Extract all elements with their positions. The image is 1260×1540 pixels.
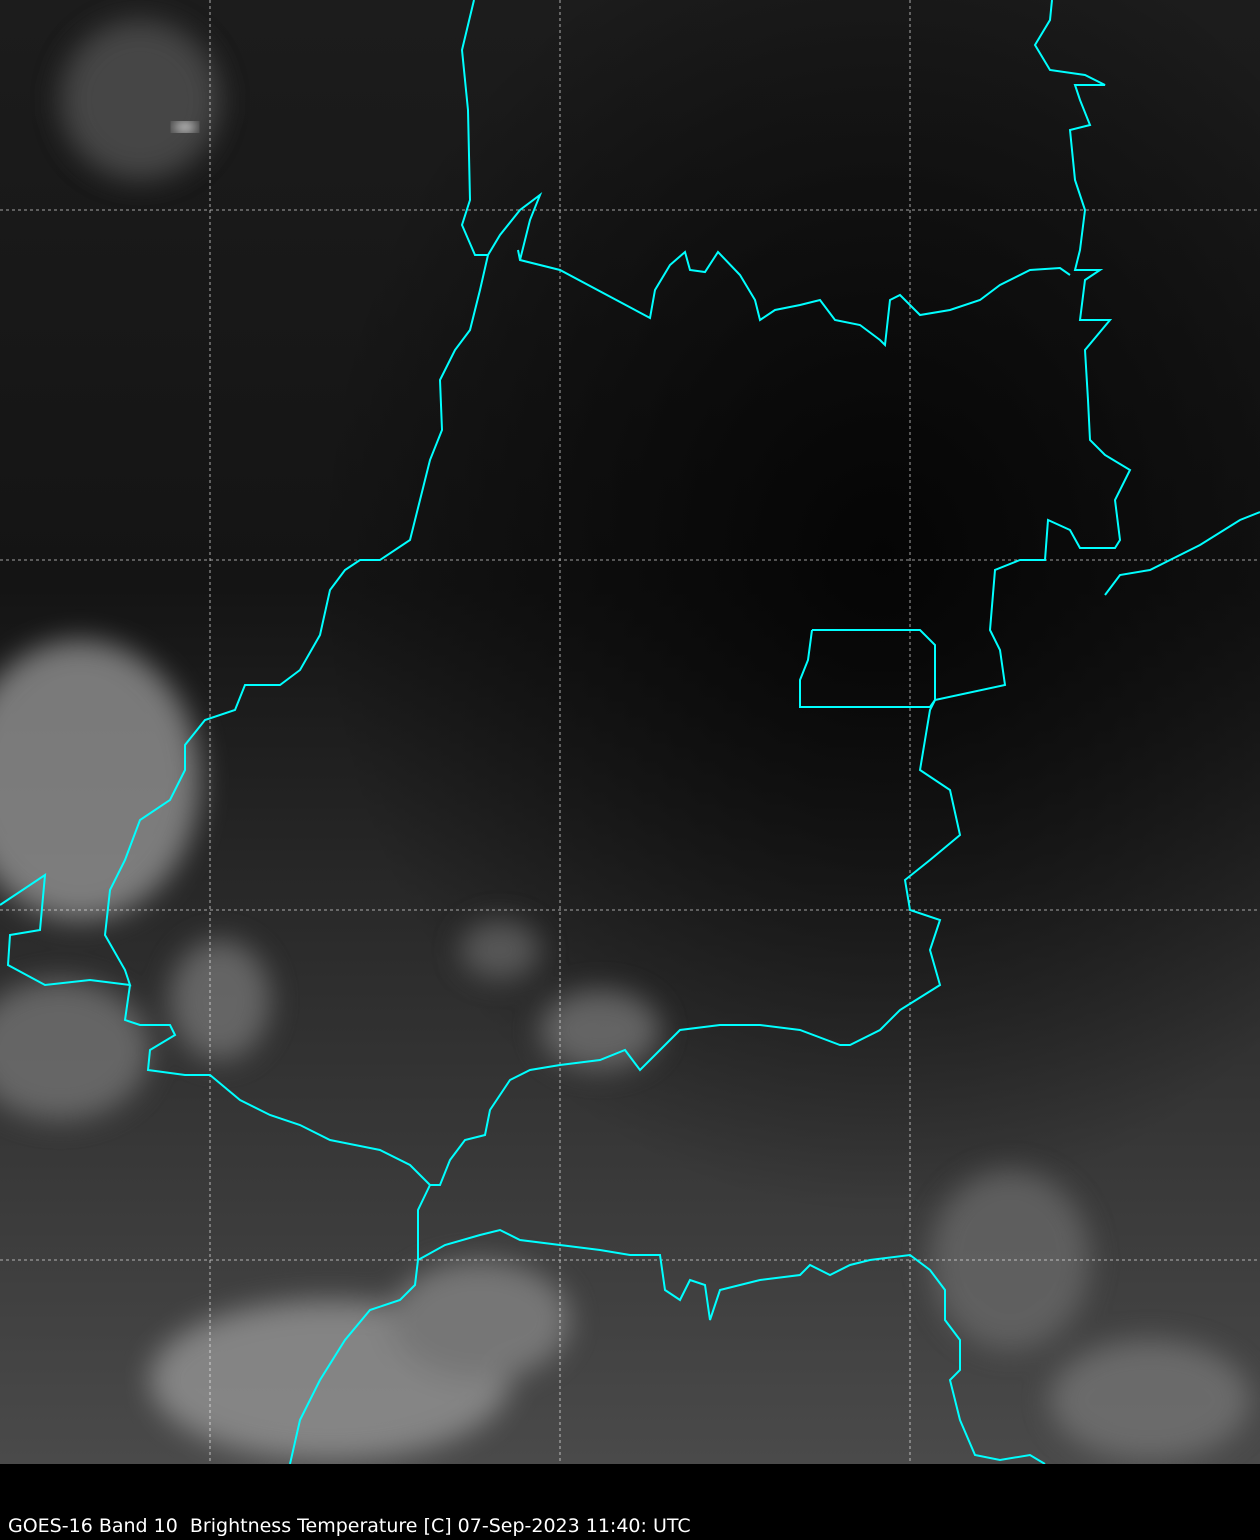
border-west <box>0 0 490 987</box>
borders <box>0 0 1260 1464</box>
satellite-image <box>0 0 1260 1464</box>
border-district-box <box>799 629 936 708</box>
gridlines <box>0 0 1260 1464</box>
border-east <box>1104 511 1260 596</box>
border-southwest <box>289 1184 431 1464</box>
border-central <box>123 0 1132 1186</box>
clouds <box>0 20 1250 1460</box>
image-caption: GOES-16 Band 10 Brightness Temperature [… <box>8 1515 691 1537</box>
border-north <box>487 192 1071 348</box>
border-south <box>417 1228 1046 1464</box>
bright-cloud-spot <box>173 122 197 132</box>
